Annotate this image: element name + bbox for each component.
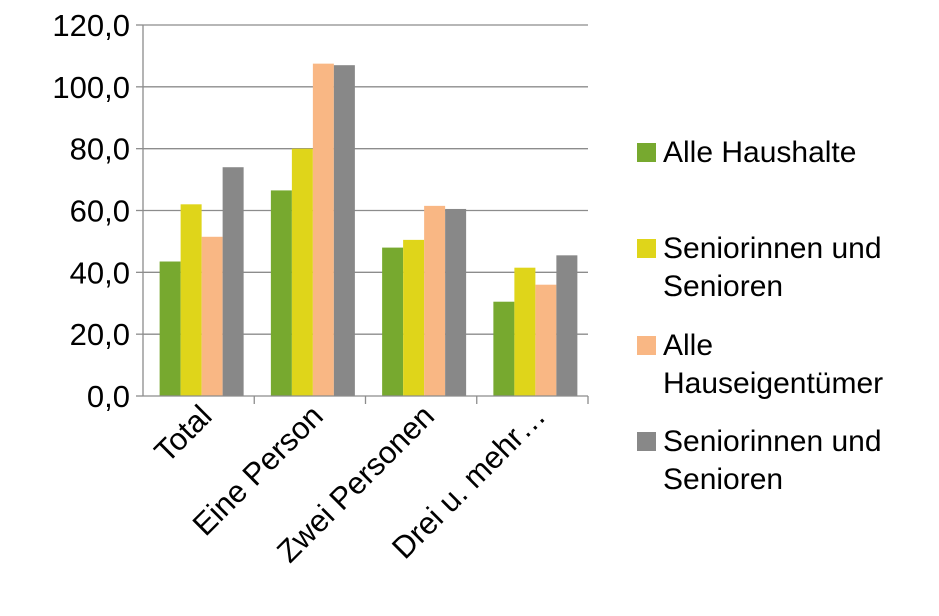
legend-label: Alle Haushalte — [663, 136, 856, 169]
legend-swatch — [637, 143, 656, 162]
bar — [403, 239, 425, 396]
legend-swatch — [637, 432, 656, 451]
bar — [514, 267, 536, 396]
bar — [159, 261, 181, 396]
bar — [424, 205, 446, 396]
bar — [556, 255, 578, 396]
axes — [136, 24, 589, 404]
bar — [445, 208, 467, 396]
bar — [270, 190, 292, 396]
bar — [382, 247, 404, 396]
bars — [159, 63, 578, 397]
bar — [333, 65, 355, 397]
y-tick-label: 20,0 — [70, 317, 130, 352]
x-tick-label: Total — [148, 398, 219, 469]
legend-label: Seniorinnen und — [663, 232, 882, 265]
legend-label: Hauseigentümer — [663, 367, 883, 400]
bar — [201, 236, 223, 396]
bar — [493, 301, 515, 396]
legend-entry: Alle Hauseigentümer — [637, 329, 883, 400]
legend: Alle Haushalte Seniorinnen und Senioren All… — [637, 136, 883, 496]
bar — [291, 148, 313, 396]
bar — [312, 63, 334, 396]
y-tick-label: 0,0 — [87, 379, 130, 414]
bar — [222, 167, 244, 396]
legend-label: Seniorinnen und — [663, 425, 882, 458]
legend-entry: Seniorinnen und Senioren — [637, 232, 882, 303]
y-tick-label: 40,0 — [70, 255, 130, 290]
y-tick-labels: 0,0 20,0 40,0 60,0 80,0 100,0 120,0 — [52, 8, 130, 414]
legend-label: Alle — [663, 329, 713, 362]
bar — [535, 284, 557, 396]
y-tick-label: 120,0 — [52, 8, 130, 43]
legend-entry: Alle Haushalte — [637, 136, 856, 169]
y-tick-label: 60,0 — [70, 194, 130, 229]
legend-swatch — [637, 336, 656, 355]
legend-entry: Seniorinnen und Senioren — [637, 425, 882, 496]
y-tick-label: 80,0 — [70, 132, 130, 167]
y-tick-label: 100,0 — [52, 70, 130, 105]
legend-label: Senioren — [663, 463, 783, 496]
legend-label: Senioren — [663, 270, 783, 303]
legend-swatch — [637, 239, 656, 258]
bar — [180, 204, 202, 396]
